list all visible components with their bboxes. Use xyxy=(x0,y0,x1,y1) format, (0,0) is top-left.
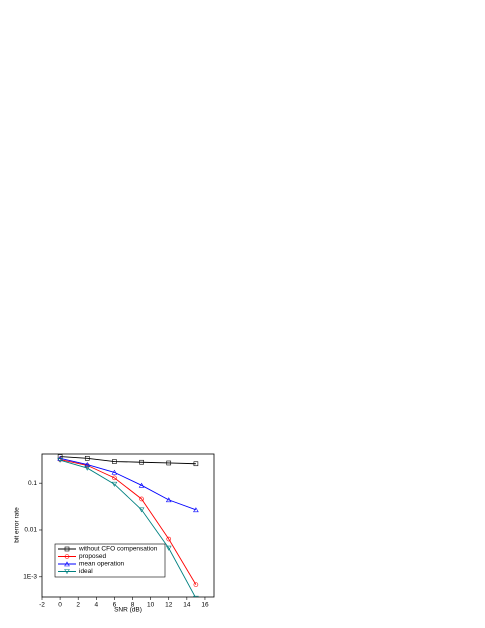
marker xyxy=(139,459,144,465)
marker xyxy=(139,496,144,502)
marker xyxy=(138,507,145,513)
legend-label: mean operation xyxy=(79,561,125,568)
x-tick-label: 2 xyxy=(76,602,80,609)
marker xyxy=(193,582,199,587)
y-tick-label: 0.01 xyxy=(24,527,37,534)
marker xyxy=(166,536,172,542)
marker xyxy=(165,497,172,503)
x-tick-label: 16 xyxy=(201,602,209,609)
marker xyxy=(112,475,117,481)
marker xyxy=(84,455,90,461)
marker xyxy=(84,461,91,467)
series-line xyxy=(60,457,197,511)
marker xyxy=(64,554,70,559)
x-tick-label: 8 xyxy=(131,602,135,609)
plot-frame xyxy=(41,453,215,598)
marker xyxy=(138,482,145,488)
marker xyxy=(64,569,70,575)
x-axis-label: SNR (dB) xyxy=(114,607,142,614)
series-line xyxy=(59,459,196,597)
series-line xyxy=(60,456,196,465)
plot-area xyxy=(57,454,199,597)
y-tick-label: 0.1 xyxy=(28,480,37,487)
marker xyxy=(193,595,199,597)
x-tick-label: 6 xyxy=(113,602,117,609)
x-tick-label: -2 xyxy=(39,602,45,609)
y-tick-label: 1E-3 xyxy=(23,574,37,581)
marker xyxy=(112,459,117,464)
marker xyxy=(166,460,172,466)
marker xyxy=(57,457,63,463)
marker xyxy=(193,507,199,513)
legend-label: proposed xyxy=(79,553,106,560)
legend-label: without CFO compensation xyxy=(78,546,158,553)
series-line xyxy=(60,459,197,585)
x-tick-label: 10 xyxy=(147,602,155,609)
x-tick-label: 12 xyxy=(165,602,173,609)
marker xyxy=(193,461,199,467)
marker xyxy=(64,546,70,552)
marker xyxy=(64,561,70,567)
x-tick-label: 0 xyxy=(58,602,62,609)
x-tick-label: 4 xyxy=(95,602,99,609)
marker xyxy=(111,469,118,475)
x-tick-label: 14 xyxy=(183,602,191,609)
marker xyxy=(84,465,91,471)
marker xyxy=(111,481,118,487)
marker xyxy=(165,545,172,551)
y-axis-label: bit error rate xyxy=(14,507,21,543)
legend-label: ideal xyxy=(79,568,93,575)
